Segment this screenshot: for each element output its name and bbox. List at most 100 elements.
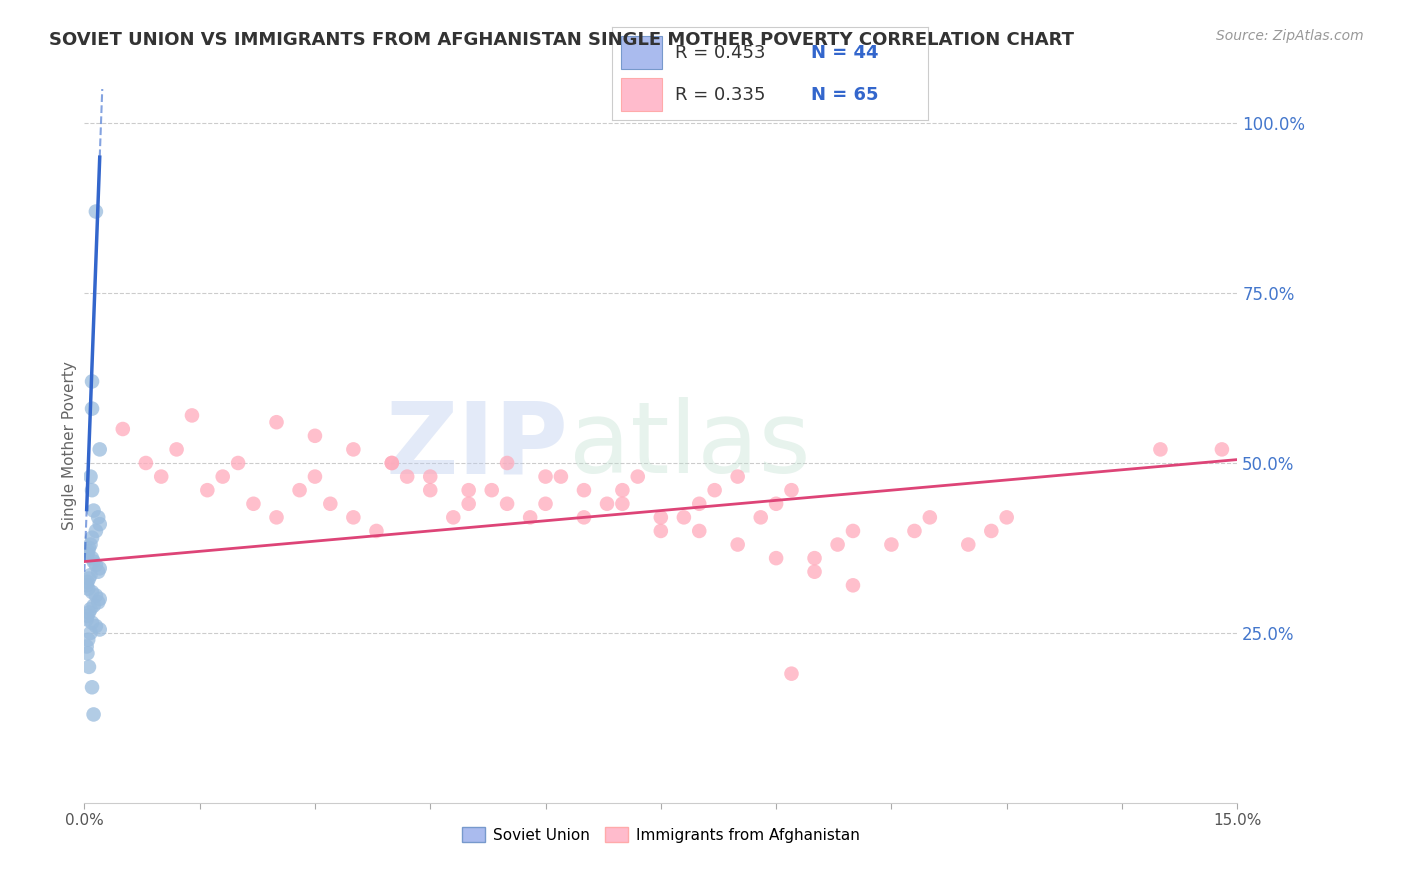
Point <box>89 561 111 575</box>
Point <box>842 524 865 538</box>
Point <box>80 375 103 389</box>
Point <box>79 602 101 616</box>
Point <box>76 612 98 626</box>
Point <box>80 483 103 498</box>
Point <box>76 646 98 660</box>
Point <box>396 469 419 483</box>
Point <box>572 510 595 524</box>
Point <box>703 483 725 498</box>
Point <box>572 483 595 498</box>
Point <box>519 510 541 524</box>
Point <box>84 589 107 603</box>
Point <box>84 204 107 219</box>
Point <box>83 707 105 722</box>
Point <box>612 483 634 498</box>
Text: N = 44: N = 44 <box>811 44 879 62</box>
Point <box>150 469 173 483</box>
Point <box>89 517 111 532</box>
Point <box>76 548 98 562</box>
Point <box>80 531 103 545</box>
Point <box>596 497 619 511</box>
Point <box>80 615 103 630</box>
Y-axis label: Single Mother Poverty: Single Mother Poverty <box>62 361 77 531</box>
Point <box>181 409 204 423</box>
Point <box>111 422 134 436</box>
Point <box>89 591 111 606</box>
Bar <box>621 36 662 69</box>
Point <box>266 510 288 524</box>
Point <box>342 510 364 524</box>
Point <box>83 555 105 569</box>
Point <box>903 524 925 538</box>
Point <box>77 660 100 674</box>
Text: N = 65: N = 65 <box>811 86 879 103</box>
Point <box>419 469 441 483</box>
Point <box>1211 442 1233 457</box>
Point <box>242 497 264 511</box>
Point <box>550 469 572 483</box>
Point <box>842 578 865 592</box>
Point <box>80 585 103 599</box>
Point <box>457 483 479 498</box>
Point <box>77 541 100 555</box>
Point <box>957 537 980 551</box>
Point <box>166 442 188 457</box>
Point <box>827 537 849 551</box>
Point <box>1149 442 1171 457</box>
Point <box>76 640 98 654</box>
Point <box>780 483 803 498</box>
Legend: Soviet Union, Immigrants from Afghanistan: Soviet Union, Immigrants from Afghanista… <box>456 821 866 848</box>
Point <box>765 497 787 511</box>
Point <box>76 574 98 589</box>
Bar <box>621 78 662 111</box>
Point <box>688 497 710 511</box>
Point <box>84 524 107 538</box>
Point <box>226 456 249 470</box>
Point <box>77 572 100 586</box>
Point <box>534 497 557 511</box>
Point <box>995 510 1018 524</box>
Point <box>79 626 101 640</box>
Point <box>80 551 103 566</box>
Point <box>266 415 288 429</box>
Point <box>980 524 1002 538</box>
Text: R = 0.453: R = 0.453 <box>675 44 765 62</box>
Point <box>419 483 441 498</box>
Point <box>496 456 519 470</box>
Point <box>727 537 749 551</box>
Point <box>84 619 107 633</box>
Point <box>83 503 105 517</box>
Point <box>87 565 110 579</box>
Point <box>749 510 772 524</box>
Point <box>76 578 98 592</box>
Point <box>672 510 695 524</box>
Point <box>366 524 388 538</box>
Text: Source: ZipAtlas.com: Source: ZipAtlas.com <box>1216 29 1364 43</box>
Point <box>319 497 342 511</box>
Point <box>688 524 710 538</box>
Point <box>83 599 105 613</box>
Point <box>87 510 110 524</box>
Point <box>765 551 787 566</box>
Point <box>89 442 111 457</box>
Point <box>780 666 803 681</box>
Point <box>135 456 157 470</box>
Point <box>89 623 111 637</box>
Text: R = 0.335: R = 0.335 <box>675 86 765 103</box>
Point <box>195 483 218 498</box>
Point <box>304 429 326 443</box>
Point <box>77 582 100 596</box>
Point <box>650 524 672 538</box>
Point <box>534 469 557 483</box>
Point <box>211 469 233 483</box>
Point <box>612 497 634 511</box>
Point <box>496 497 519 511</box>
Text: atlas: atlas <box>568 398 810 494</box>
Point <box>880 537 903 551</box>
Point <box>650 510 672 524</box>
Point <box>381 456 404 470</box>
Point <box>79 537 101 551</box>
Point <box>727 469 749 483</box>
Point <box>77 544 100 558</box>
Point <box>80 680 103 694</box>
